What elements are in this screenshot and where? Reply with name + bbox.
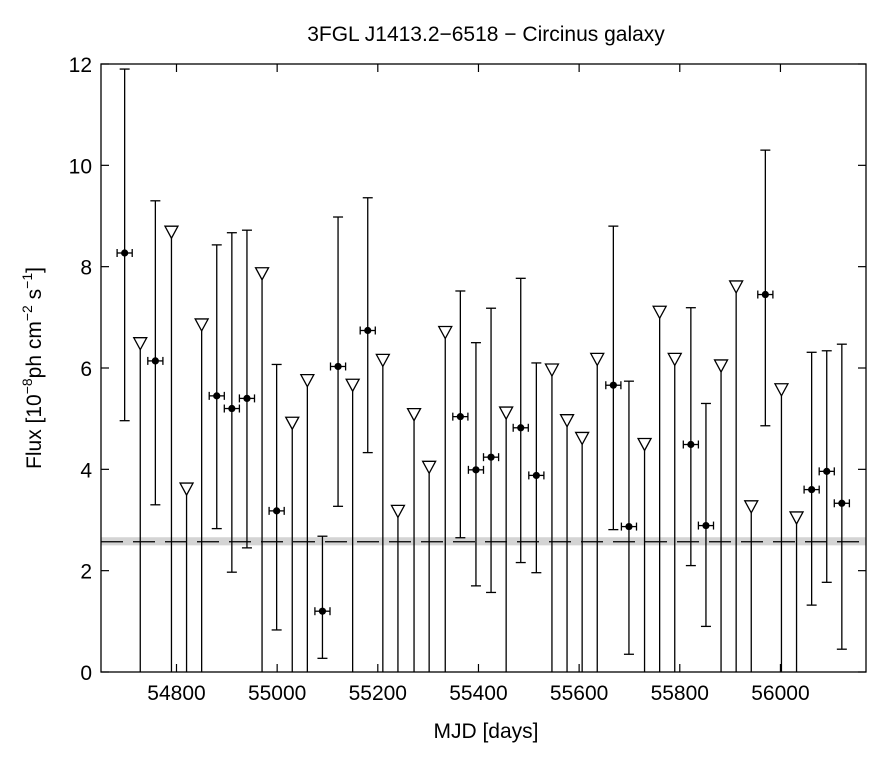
data-point [823, 467, 831, 475]
x-tick-label: 55400 [449, 682, 507, 705]
upper-limit-marker [773, 383, 790, 398]
data-point [228, 404, 236, 413]
y-axis-label-exp2: −2 [19, 305, 35, 321]
y-axis-label-mid: ph cm [23, 321, 46, 378]
y-axis-label-exp3: −1 [19, 273, 35, 289]
data-point [532, 471, 540, 480]
upper-limit-marker [163, 225, 180, 240]
upper-limit-marker [667, 352, 683, 367]
upper-limit-marker [284, 416, 300, 431]
chart-title: 3FGL J1413.2−6518 − Circinus galaxy [307, 23, 665, 46]
x-tick-label: 54800 [147, 682, 205, 705]
x-tick-label: 56000 [751, 682, 809, 705]
upper-limit-marker [788, 511, 805, 526]
data-point [273, 507, 281, 515]
data-point [364, 326, 372, 335]
upper-limit-marker [544, 363, 560, 378]
y-tick-label: 2 [80, 561, 92, 584]
y-tick-label: 10 [69, 155, 92, 178]
upper-limit-marker [421, 460, 437, 475]
upper-limit-marker [194, 318, 210, 333]
x-tick-label: 55000 [248, 682, 306, 705]
data-point [761, 290, 769, 299]
data-point [808, 486, 816, 494]
y-axis-label-prefix: Flux [10 [23, 394, 46, 469]
data-point [121, 249, 129, 257]
reference-band [101, 537, 866, 546]
data-point [517, 424, 525, 432]
y-axis-label-suffix: ] [23, 267, 46, 273]
data-point [472, 466, 480, 474]
upper-limit-marker [574, 431, 590, 446]
x-axis-label: MJD [days] [433, 720, 538, 743]
upper-limit-marker [636, 437, 653, 452]
y-tick-label: 0 [80, 662, 92, 685]
data-point [702, 521, 710, 530]
data-point [243, 394, 251, 402]
upper-limit-marker [406, 407, 422, 422]
upper-limit-marker [437, 325, 453, 340]
upper-limit-marker [254, 267, 270, 282]
data-point [456, 413, 464, 421]
data-point [487, 453, 495, 461]
y-axis-label-exp1: −8 [19, 378, 35, 394]
data-point [609, 381, 617, 389]
upper-limit-marker [743, 500, 759, 515]
y-tick-label: 8 [80, 257, 92, 280]
x-tick-label: 55800 [651, 682, 709, 705]
upper-limit-marker [132, 337, 148, 352]
upper-limit-marker [589, 352, 605, 367]
y-tick-label: 6 [80, 358, 92, 381]
upper-limit-marker [390, 504, 406, 519]
upper-limit-marker [299, 374, 315, 389]
data-point [687, 440, 695, 449]
upper-limit-marker [559, 414, 575, 429]
y-axis-label-mid2: s [23, 289, 46, 305]
y-tick-label: 4 [80, 459, 92, 482]
data-point [334, 362, 342, 371]
data-point [318, 607, 327, 615]
data-point [151, 357, 159, 365]
upper-limit-marker [652, 305, 668, 320]
x-tick-label: 55200 [349, 682, 407, 705]
upper-limit-marker [713, 359, 729, 374]
x-tick-label: 55600 [550, 682, 608, 705]
data-point [213, 392, 221, 400]
upper-limit-marker [728, 280, 744, 295]
plot-area: 54800 55000 55200 55400 55600 55800 56000 0 2 4 6 8… [69, 54, 867, 705]
upper-limit-marker [178, 482, 195, 497]
upper-limit-marker [345, 378, 361, 393]
upper-limit-marker [498, 406, 514, 421]
upper-limit-marker [375, 353, 391, 368]
data-point [838, 499, 846, 507]
data-point [625, 522, 633, 531]
y-tick-label: 12 [69, 54, 92, 77]
y-axis-label: Flux [10−8ph cm−2 s−1] [19, 267, 46, 469]
